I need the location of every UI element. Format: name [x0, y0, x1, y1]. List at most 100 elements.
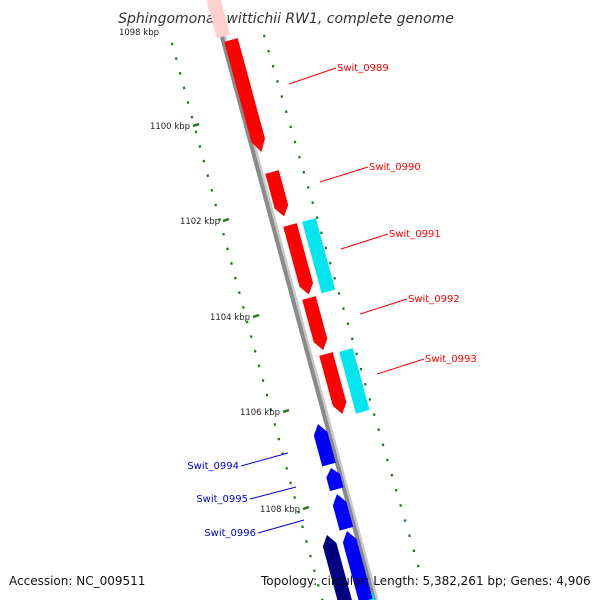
inner-ring-tick: [222, 232, 225, 236]
outer-ring-tick: [302, 170, 306, 174]
inner-ring-tick: [226, 247, 229, 251]
inner-ring-tick: [261, 379, 265, 382]
outer-ring-tick: [271, 64, 275, 68]
inner-ring-tick: [245, 320, 249, 324]
inner-ring-tick: [269, 408, 273, 412]
inner-ring-tick: [305, 540, 308, 543]
inner-ring-tick: [194, 130, 198, 134]
outer-ring-tick: [416, 564, 420, 568]
genome-summary-text: Topology: circular; Length: 5,382,261 bp…: [261, 574, 591, 588]
outer-tick-ring: [262, 34, 420, 568]
major-tick-mark: [192, 122, 200, 128]
outer-ring-tick: [377, 428, 380, 432]
gene-label-swit-0996: Swit_0996: [204, 528, 256, 539]
outer-ring-tick: [337, 292, 341, 295]
inner-ring-tick: [257, 364, 261, 368]
gene-leader-line: [249, 486, 297, 500]
outer-ring-tick: [346, 322, 350, 326]
outer-ring-tick: [355, 352, 358, 356]
gene-label-swit-0990: Swit_0990: [369, 162, 421, 173]
outer-ring-tick: [359, 367, 363, 371]
feature-swit-0991: [283, 223, 313, 295]
inner-ring-tick: [206, 174, 210, 178]
feature-track: [206, 0, 375, 600]
gene-leader-line: [240, 452, 289, 467]
cyan-feature-2: [339, 348, 370, 414]
inner-ring-tick: [234, 276, 237, 280]
tick-labels: 1098 kbp 1100 kbp 1102 kbp 1104 kbp 1106 kbp…: [119, 28, 310, 515]
outer-ring-tick: [394, 488, 398, 492]
feature-swit-0990: [265, 170, 289, 217]
outer-ring-tick: [306, 186, 310, 189]
tick-label-1108: 1108 kbp: [260, 505, 300, 515]
gene-leader-line: [288, 67, 337, 85]
inner-ring-tick: [186, 101, 190, 104]
feature-swit-0989: [224, 38, 266, 152]
outer-ring-tick: [293, 140, 297, 144]
major-tick-mark: [252, 313, 260, 319]
gene-leader-line: [376, 358, 425, 375]
inner-ring-tick: [277, 437, 281, 441]
inner-ring-tick: [293, 496, 296, 500]
major-tick-mark: [282, 408, 290, 414]
inner-ring-tick: [182, 86, 186, 90]
outer-ring-tick: [390, 473, 394, 477]
outer-ring-tick: [267, 49, 270, 53]
outer-ring-tick: [403, 519, 407, 522]
outer-ring-tick: [368, 398, 372, 401]
outer-ring-tick: [328, 261, 332, 265]
inner-ring-tick: [313, 569, 316, 573]
gene-leader-line: [359, 298, 408, 315]
outer-ring-tick: [333, 276, 336, 280]
map-title: Sphingomonas wittichii RW1, complete gen…: [118, 11, 454, 27]
gene-label-swit-0995: Swit_0995: [196, 494, 248, 505]
gene-leader-line: [319, 166, 369, 183]
gene-label-swit-0989: Swit_0989: [337, 63, 389, 74]
inner-ring-tick: [249, 335, 253, 339]
feature-swit-0993: [319, 352, 347, 414]
outer-ring-tick: [311, 201, 314, 204]
outer-ring-tick: [364, 382, 367, 386]
outer-ring-tick: [386, 458, 389, 462]
inner-ring-tick: [285, 466, 289, 470]
inner-ring-tick: [297, 510, 300, 514]
faded-feature: [206, 0, 231, 39]
feature-swit-0992: [302, 296, 328, 351]
tick-label-1104: 1104 kbp: [210, 313, 250, 323]
outer-ring-tick: [408, 534, 411, 538]
tick-label-1102: 1102 kbp: [180, 217, 220, 227]
feature-swit-0994: [313, 424, 336, 467]
gene-leader-line: [340, 233, 389, 250]
outer-ring-tick: [276, 80, 279, 83]
inner-ring-tick: [238, 291, 241, 295]
tick-label-1100: 1100 kbp: [150, 122, 190, 132]
feature-swit-0995: [326, 468, 344, 492]
outer-ring-tick: [412, 549, 416, 553]
inner-ring-tick: [289, 481, 292, 485]
inner-ring-tick: [273, 422, 277, 426]
gene-label-swit-0992: Swit_0992: [408, 294, 460, 305]
inner-ring-tick: [253, 349, 257, 353]
gene-label-swit-0993: Swit_0993: [425, 354, 477, 365]
cyan-feature-1: [302, 218, 336, 294]
backbone-line: [210, 0, 376, 600]
gene-labels: Swit_0989 Swit_0990 Swit_0991 Swit_0992 Swit…: [187, 63, 476, 539]
gene-leader-line: [257, 519, 305, 534]
inner-ring-tick: [178, 71, 182, 75]
inner-tick-ring: [170, 42, 324, 600]
outer-ring-tick: [280, 95, 284, 98]
outer-ring-tick: [399, 504, 402, 507]
outer-ring-tick: [372, 413, 376, 416]
inner-ring-tick: [316, 583, 320, 587]
gene-label-swit-0991: Swit_0991: [389, 229, 441, 240]
inner-ring-tick: [198, 144, 202, 148]
inner-ring-tick: [214, 203, 217, 207]
inner-ring-tick: [202, 159, 206, 163]
accession-text: Accession: NC_009511: [9, 574, 146, 588]
inner-ring-tick: [218, 218, 221, 222]
major-tick-mark: [302, 505, 310, 511]
outer-ring-tick: [381, 443, 385, 447]
outer-ring-tick: [350, 337, 354, 341]
inner-ring-tick: [190, 115, 194, 119]
